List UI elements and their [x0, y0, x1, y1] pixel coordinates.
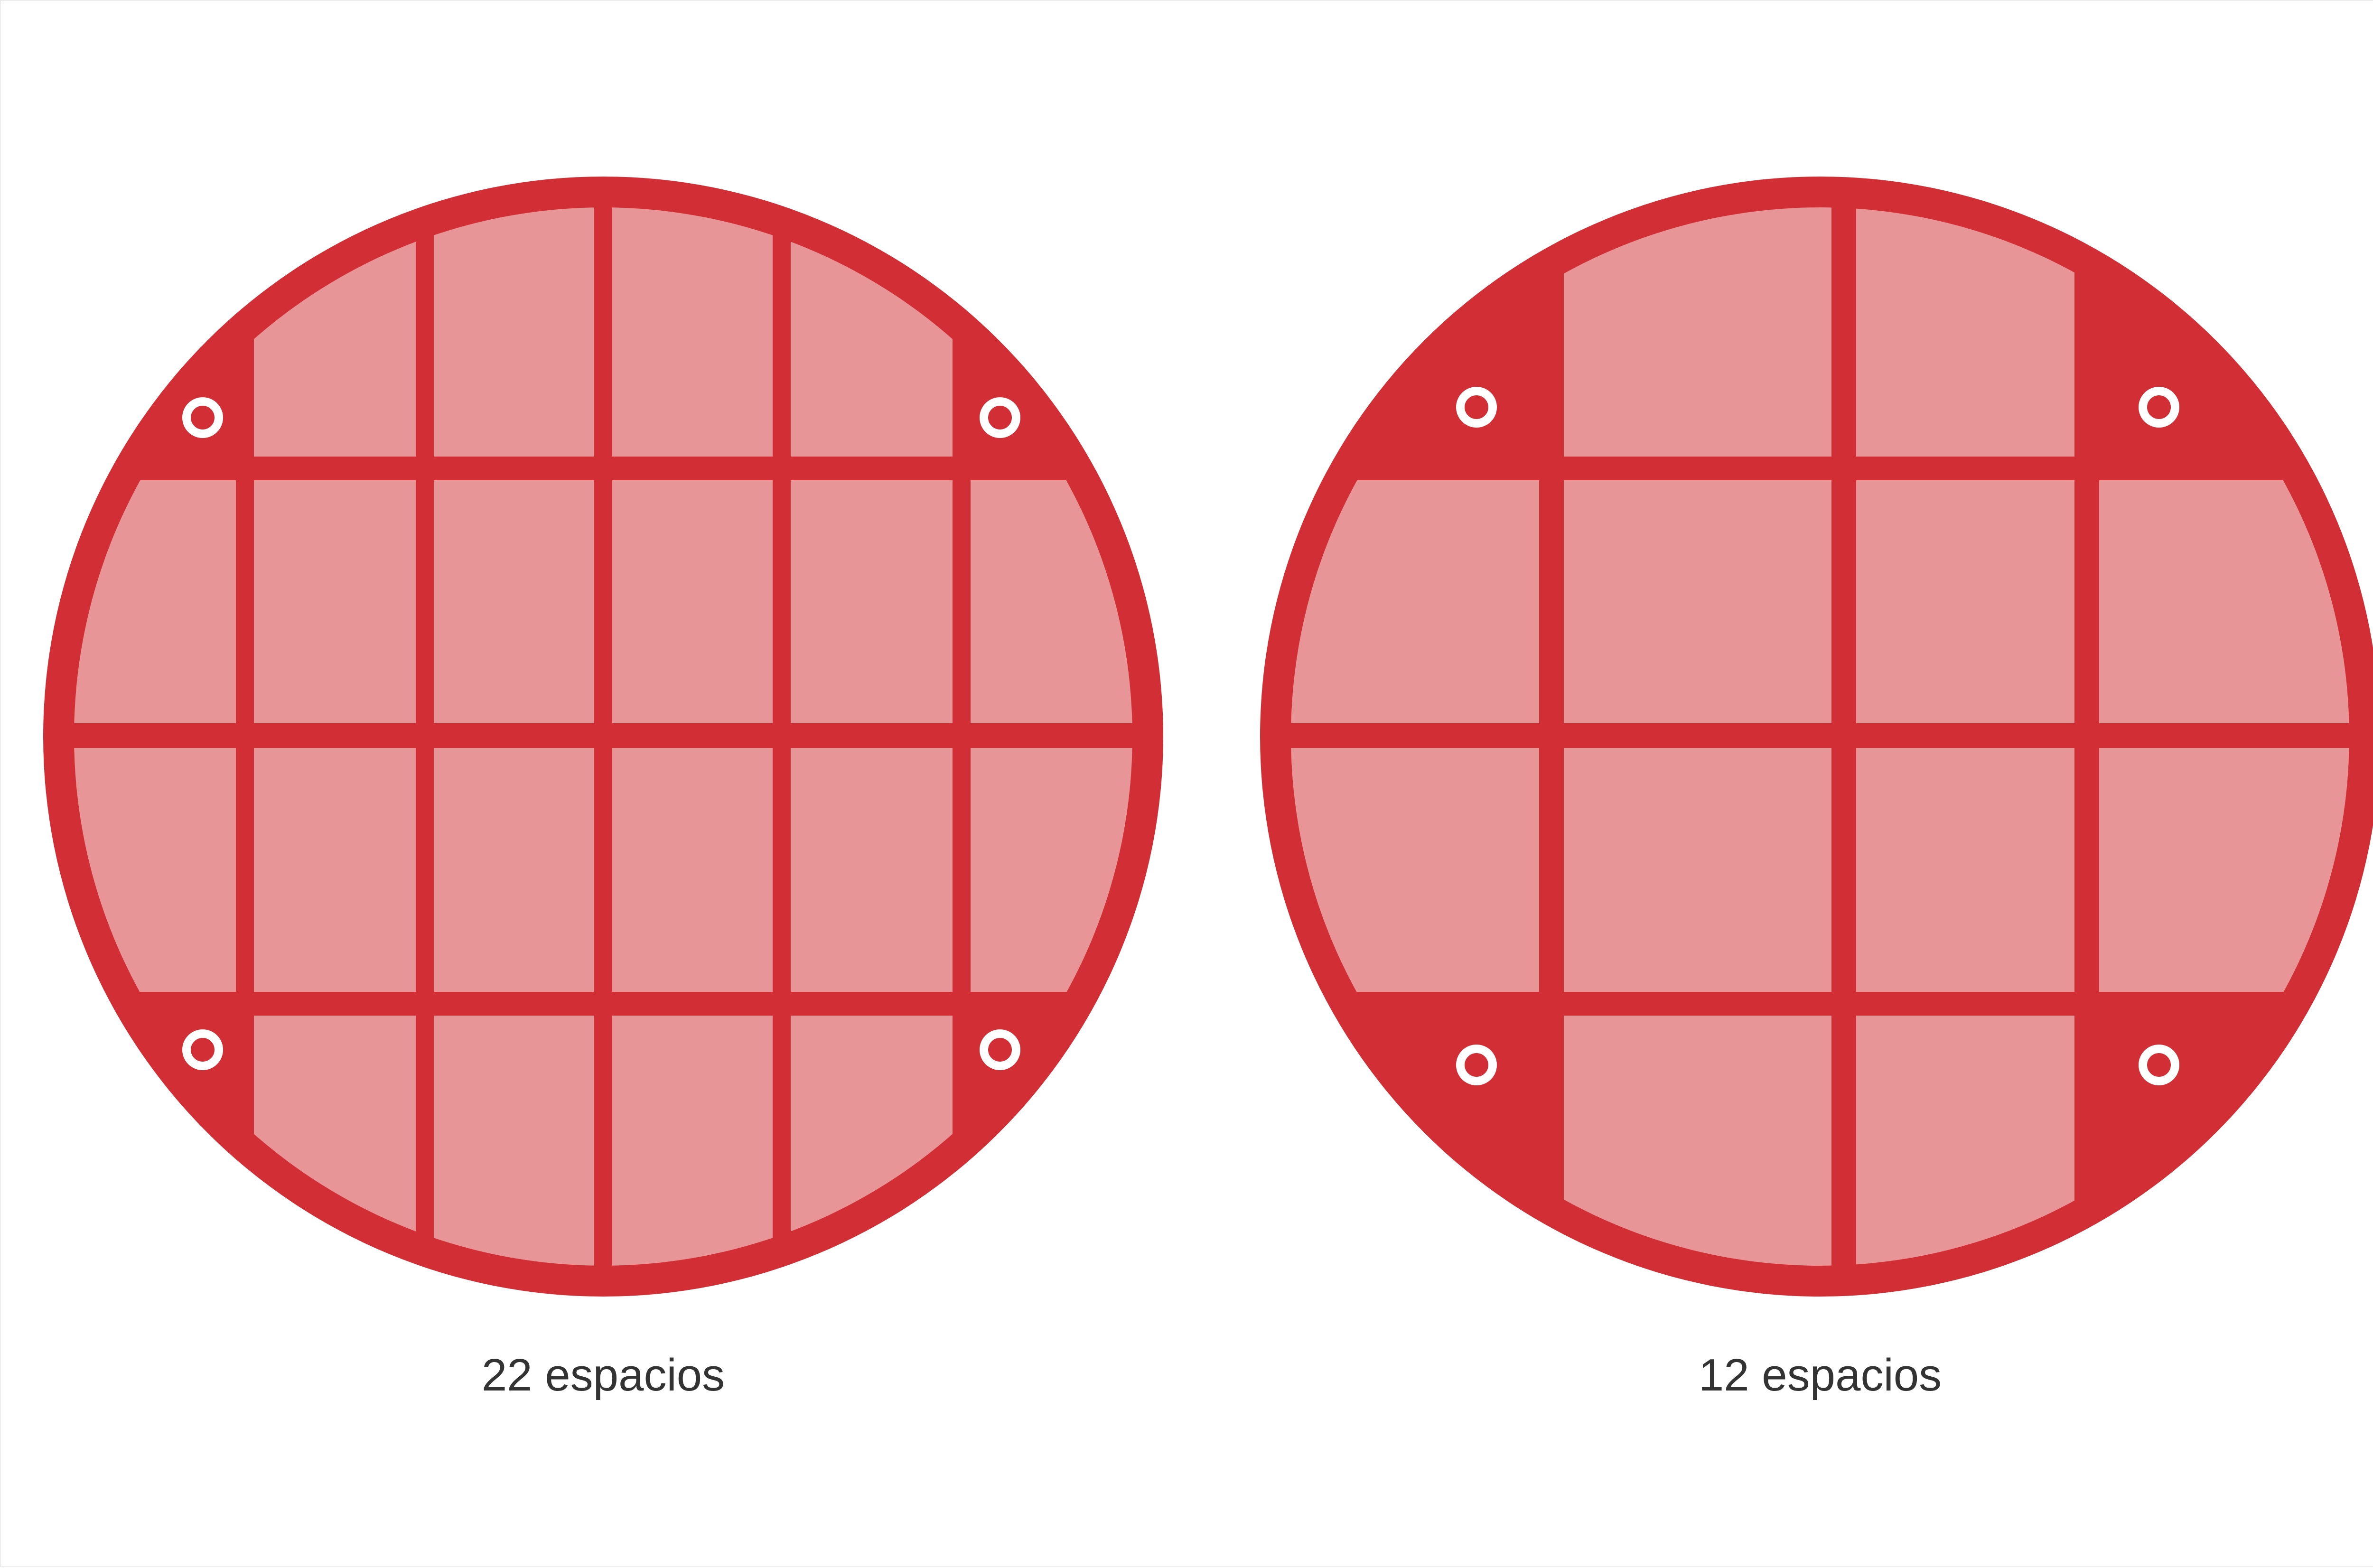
grille-12-cell-9 [1856, 748, 2074, 992]
grille-22-cell-18 [434, 1016, 594, 1266]
grille-22-cell-6 [254, 480, 416, 723]
grille-22-holes [182, 397, 1020, 1070]
grille-22-cell-3 [612, 207, 773, 457]
mounting-hole-4 [2139, 1045, 2179, 1085]
mounting-hole-2 [980, 397, 1020, 438]
grille-22-outer-ring [43, 177, 1163, 1297]
grille-22-cell-13 [434, 748, 594, 992]
grille-22-cell-9 [791, 480, 953, 723]
grille-12-spaces: 12 espacios [1260, 177, 2373, 1400]
mounting-hole-1 [182, 397, 223, 438]
grille-22-cell-7 [434, 480, 594, 723]
grille-12-holes [1456, 387, 2179, 1085]
grille-22-spaces: 22 espacios [43, 177, 1163, 1400]
grille-12-outer-ring [1260, 177, 2373, 1297]
grille-22-cell-19 [612, 1016, 773, 1266]
mounting-hole-2 [2139, 387, 2179, 428]
mounting-hole-1 [1456, 387, 1497, 428]
mounting-hole-4 [980, 1029, 1020, 1070]
mounting-hole-3 [182, 1029, 223, 1070]
grille-12-cell-4 [1564, 480, 1831, 723]
grille-12-cell-8 [1564, 748, 1831, 992]
grille-22-cell-15 [791, 748, 953, 992]
grille-12-cell-5 [1856, 480, 2074, 723]
mounting-hole-3 [1456, 1045, 1497, 1085]
grille-12-caption: 12 espacios [1699, 1350, 1942, 1400]
grille-22-caption: 22 espacios [482, 1350, 725, 1400]
grille-22-cell-14 [612, 748, 773, 992]
grille-22-cell-8 [612, 480, 773, 723]
grille-22-cell-12 [254, 748, 416, 992]
grille-22-cell-2 [434, 207, 594, 457]
